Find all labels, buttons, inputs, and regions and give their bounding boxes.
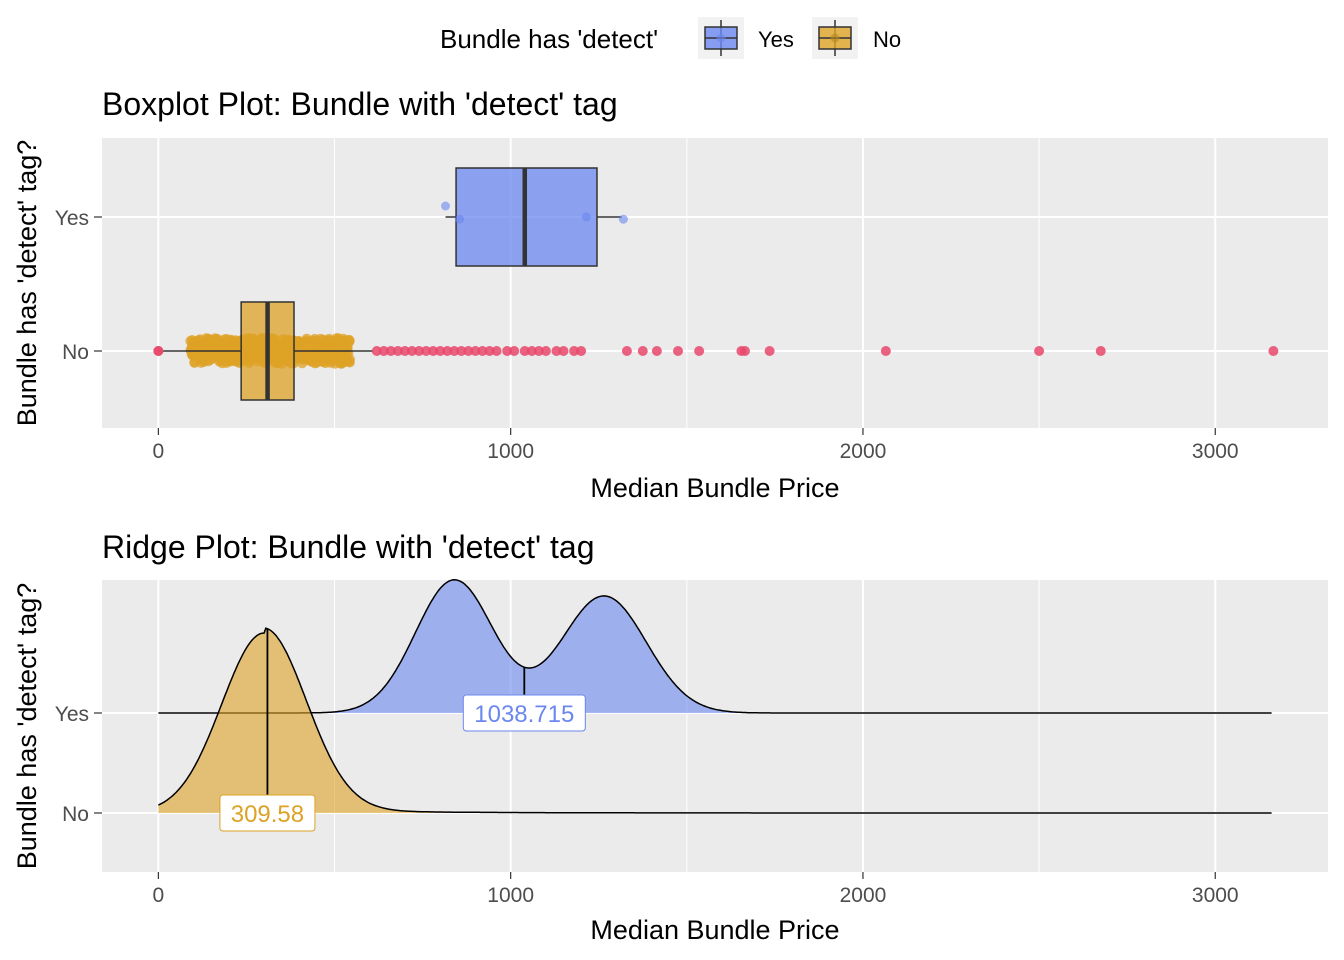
x-tick-label: 1000: [487, 440, 534, 463]
ridge-x-ticks: 0 1000 2000 3000: [153, 872, 1239, 907]
no-outlier-point: [371, 346, 382, 356]
no-outlier-point: [414, 346, 425, 356]
no-outlier-point: [533, 346, 544, 356]
boxplot-y-tick-yes: Yes: [55, 207, 89, 230]
no-outlier-point: [456, 346, 467, 356]
no-outlier-point: [673, 346, 684, 356]
boxplot-panel: [102, 138, 1328, 428]
x-tick-label: 2000: [840, 440, 887, 463]
no-outlier-point: [153, 346, 164, 356]
no-jitter-point: [344, 335, 355, 346]
no-outlier-point: [764, 346, 775, 356]
x-tick-label: 0: [153, 884, 165, 907]
yes-jitter-point: [455, 214, 465, 224]
no-outlier-point: [651, 346, 662, 356]
ridge-chart: Ridge Plot: Bundle with 'detect' tag 103…: [12, 529, 1328, 945]
no-outlier-point: [399, 346, 410, 356]
no-outlier-point: [484, 346, 495, 356]
legend-key-yes: [698, 17, 744, 59]
no-outlier-point: [637, 346, 648, 356]
boxplot-title: Boxplot Plot: Bundle with 'detect' tag: [102, 86, 618, 122]
legend-key-no: [812, 17, 858, 59]
no-median-label-box: [219, 794, 316, 832]
no-outlier-point: [449, 346, 460, 356]
no-outlier-point: [576, 346, 587, 356]
no-outlier-point: [1268, 346, 1279, 356]
no-outlier-point: [739, 346, 750, 356]
ridge-y-tick-yes: Yes: [55, 703, 89, 726]
no-outlier-point: [428, 346, 439, 356]
boxplot-x-axis-title: Median Bundle Price: [590, 473, 839, 503]
yes-jitter-point: [581, 212, 591, 222]
no-density-outline: [158, 627, 1272, 814]
no-outlier-point: [491, 346, 502, 356]
yes-jitter-point: [618, 214, 628, 224]
no-median-label: 309.58: [231, 801, 304, 828]
yes-density-fill: [158, 579, 1272, 713]
x-tick-label: 1000: [487, 884, 534, 907]
x-tick-label: 3000: [1192, 884, 1239, 907]
no-outlier-point: [880, 346, 891, 356]
no-outlier-point: [558, 346, 569, 356]
legend-label-yes: Yes: [758, 27, 794, 52]
no-outlier-point: [526, 346, 537, 356]
no-outlier-point: [378, 346, 389, 356]
no-outlier-point: [509, 346, 520, 356]
x-tick-label: 2000: [840, 884, 887, 907]
boxplot-marks: [153, 167, 1279, 401]
yes-median-label-box: [462, 694, 586, 732]
x-tick-label: 0: [153, 440, 165, 463]
boxplot-x-ticks: 0 1000 2000 3000: [153, 428, 1239, 463]
no-outlier-point: [540, 346, 551, 356]
no-outlier-point: [407, 346, 418, 356]
no-outlier-point: [502, 346, 513, 356]
no-outlier-point: [477, 346, 488, 356]
ridge-y-axis-title: Bundle has 'detect' tag?: [12, 583, 42, 870]
x-tick-label: 3000: [1192, 440, 1239, 463]
boxplot-chart: Boxplot Plot: Bundle with 'detect' tag 0…: [12, 86, 1328, 503]
no-outlier-point: [470, 346, 481, 356]
no-outlier-point: [442, 346, 453, 356]
ridge-x-axis-title: Median Bundle Price: [590, 915, 839, 945]
boxplot-y-tick-no: No: [62, 341, 89, 364]
no-outlier-point: [1095, 346, 1106, 356]
yes-density-outline: [158, 579, 1272, 714]
ridge-y-tick-no: No: [62, 803, 89, 826]
no-outlier-point: [392, 346, 403, 356]
yes-jitter-point: [440, 201, 450, 211]
no-outlier-point: [621, 346, 632, 356]
boxplot-y-axis-title: Bundle has 'detect' tag?: [12, 140, 42, 427]
legend-label-no: No: [873, 27, 901, 52]
no-outlier-point: [569, 346, 580, 356]
no-outlier-point: [435, 346, 446, 356]
legend-title: Bundle has 'detect': [440, 24, 658, 54]
no-outlier-point: [421, 346, 432, 356]
no-outlier-point: [463, 346, 474, 356]
no-outlier-point: [1034, 346, 1045, 356]
no-outlier-point: [694, 346, 705, 356]
no-outlier-point: [385, 346, 396, 356]
ridge-marks: 1038.715 309.58: [158, 579, 1272, 832]
ridge-title: Ridge Plot: Bundle with 'detect' tag: [102, 529, 595, 565]
no-outlier-point: [551, 346, 562, 356]
yes-median-label: 1038.715: [474, 701, 574, 728]
no-outlier-point: [519, 346, 530, 356]
legend: Bundle has 'detect' Yes No: [440, 17, 901, 59]
no-jitter-point: [344, 357, 355, 368]
